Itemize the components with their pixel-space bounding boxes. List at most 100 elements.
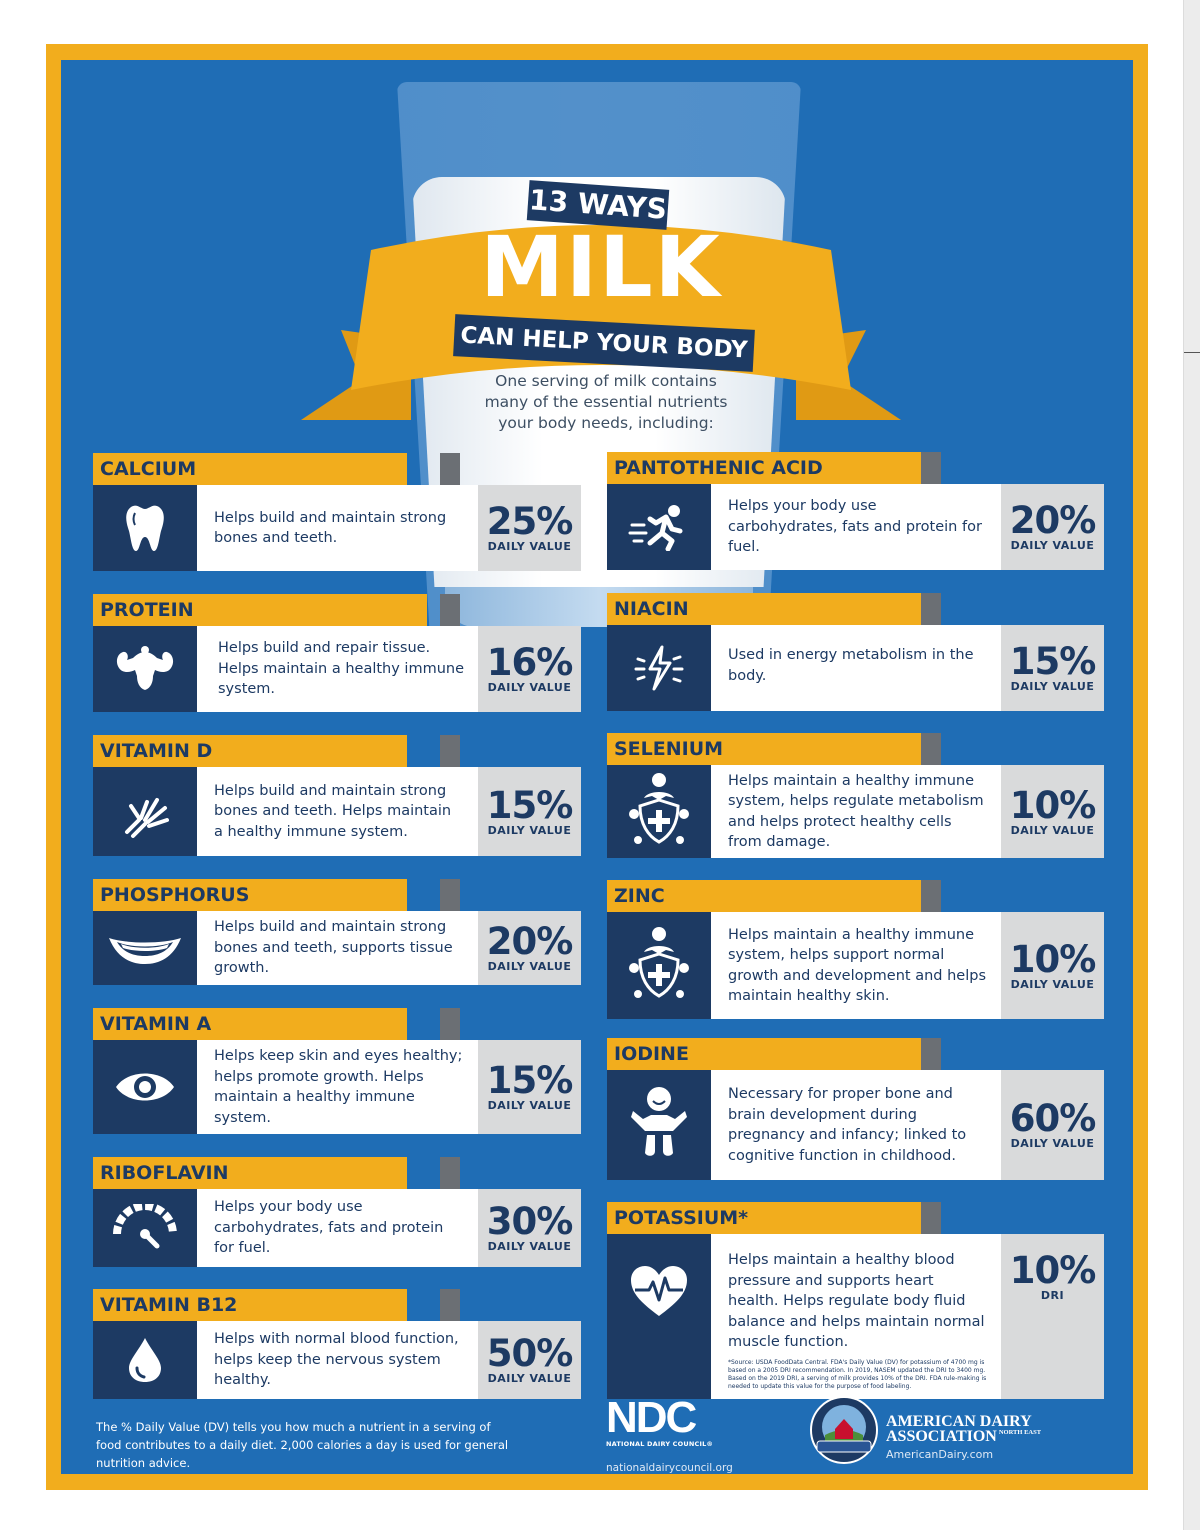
nutrient-name: VITAMIN D: [100, 740, 213, 762]
hand-bones-icon: [93, 767, 197, 856]
ndc-name: NATIONAL DAIRY COUNCIL®: [606, 1440, 714, 1448]
value-box: 20% DAILY VALUE: [478, 911, 581, 985]
ada-region: NORTH EAST: [998, 1429, 1042, 1436]
card-header-shadow: [440, 1289, 460, 1321]
value-unit: DAILY VALUE: [487, 823, 572, 837]
value-box: 30% DAILY VALUE: [478, 1189, 581, 1267]
daily-value-footnote: The % Daily Value (DV) tells you how muc…: [96, 1420, 509, 1470]
nutrient-card-vitamin-b12: VITAMIN B12 Helps with normal blood func…: [93, 1289, 581, 1399]
card-header-shadow: [440, 594, 460, 626]
runner-icon: [607, 484, 711, 570]
baby-icon: [607, 1070, 711, 1180]
nutrient-card-riboflavin: RIBOFLAVIN Helps your body use carbohydr…: [93, 1157, 581, 1267]
ada-seal-icon: [810, 1396, 878, 1464]
value-unit: DAILY VALUE: [487, 681, 572, 694]
card-header-bar: [93, 879, 407, 911]
value-unit: DAILY VALUE: [1010, 823, 1095, 837]
drop-icon: [93, 1321, 197, 1399]
card-header-shadow: [440, 453, 460, 485]
nutrient-description: Helps build and maintain strong bones an…: [197, 767, 478, 856]
lightning-icon: [607, 625, 711, 711]
nutrient-name: IODINE: [614, 1043, 689, 1065]
infographic-panel: 13 WAYS MILK CAN HELP YOUR BODY One serv…: [61, 60, 1133, 1474]
immune-shield-icon: [607, 765, 711, 858]
card-header-bar: [93, 1157, 407, 1189]
card-header-bar: [93, 1008, 407, 1040]
card-header-shadow: [440, 879, 460, 911]
nutrient-name: SELENIUM: [614, 738, 724, 760]
page-edge-tick: [1184, 352, 1200, 353]
value-percent: 10%: [1009, 937, 1097, 981]
card-header-bar: [93, 1289, 407, 1321]
card-header-shadow: [921, 880, 941, 912]
card-header-bar: [93, 453, 407, 485]
value-unit: DAILY VALUE: [1010, 539, 1095, 552]
value-percent: 15%: [486, 783, 574, 827]
nutrient-card-vitamin-a: VITAMIN A Helps keep skin and eyes healt…: [93, 1008, 581, 1134]
card-header-shadow: [440, 735, 460, 767]
nutrient-name: PROTEIN: [100, 599, 194, 621]
tooth-icon: [93, 485, 197, 571]
value-unit: DRI: [1040, 1289, 1065, 1302]
value-unit: DAILY VALUE: [1010, 977, 1095, 991]
ada-name-line2: ASSOCIATION: [886, 1428, 997, 1445]
nutrient-card-phosphorus: PHOSPHORUS Helps build and maintain stro…: [93, 879, 581, 985]
card-header-bar: [607, 880, 921, 912]
value-box: 15% DAILY VALUE: [478, 767, 581, 856]
nutrient-description: Helps your body use carbohydrates, fats …: [711, 484, 1001, 570]
ada-name-line1: AMERICAN DAIRY: [886, 1413, 1032, 1430]
nutrient-card-calcium: CALCIUM Helps build and maintain strong …: [93, 453, 581, 571]
value-percent: 15%: [1009, 640, 1097, 683]
page-edge: [1183, 0, 1200, 1530]
nutrient-name: VITAMIN A: [100, 1013, 212, 1035]
flexing-torso-icon: [93, 626, 197, 712]
nutrient-card-pantothenic-acid: PANTOTHENIC ACID Helps your body use car…: [607, 452, 1104, 570]
nutrient-description: Helps build and maintain strong bones an…: [197, 911, 478, 985]
nutrient-name: ZINC: [614, 885, 665, 907]
value-box: 16% DAILY VALUE: [478, 626, 581, 712]
value-box: 10% DRI: [1001, 1234, 1104, 1399]
value-percent: 25%: [486, 500, 574, 543]
card-header-shadow: [921, 1202, 941, 1234]
card-header-shadow: [921, 1038, 941, 1070]
card-header-bar: [93, 735, 407, 767]
nutrient-card-niacin: NIACIN Used in energy metabolism in the …: [607, 593, 1104, 711]
nutrient-card-potassium: POTASSIUM* Helps maintain a healthy bloo…: [607, 1202, 1104, 1399]
nutrient-description: Helps maintain a healthy immune system, …: [711, 912, 1001, 1019]
ndc-mark: NDC: [606, 1393, 697, 1442]
value-unit: DAILY VALUE: [487, 540, 572, 553]
ada-url[interactable]: AmericanDairy.com: [886, 1448, 994, 1461]
value-percent: 15%: [486, 1059, 574, 1102]
nutrient-name: PHOSPHORUS: [100, 884, 250, 906]
nutrient-name: VITAMIN B12: [100, 1294, 238, 1316]
card-header-shadow: [921, 733, 941, 765]
nutrient-name: POTASSIUM*: [614, 1207, 749, 1229]
potassium-source-note: *Source: USDA FoodData Central. FDA's Da…: [728, 1358, 987, 1390]
ada-logo: AMERICAN DAIRY ASSOCIATION NORTH EAST Ame…: [809, 1395, 1069, 1465]
value-box: 10% DAILY VALUE: [1001, 912, 1104, 1019]
gauge-icon: [93, 1189, 197, 1267]
nutrient-description: Helps build and maintain strong bones an…: [197, 485, 478, 571]
eye-icon: [93, 1040, 197, 1134]
nutrient-name: CALCIUM: [100, 458, 197, 480]
ndc-url[interactable]: nationaldairycouncil.org: [606, 1462, 733, 1474]
nutrient-description: Helps build and repair tissue. Helps mai…: [197, 626, 478, 712]
value-percent: 50%: [486, 1332, 574, 1375]
value-percent: 20%: [486, 920, 574, 963]
value-percent: 20%: [1009, 499, 1097, 542]
value-unit: DAILY VALUE: [487, 1099, 572, 1112]
card-header-bar: [607, 452, 921, 484]
ada-name: AMERICAN DAIRY ASSOCIATION NORTH EAST: [886, 1413, 1042, 1445]
value-box: 10% DAILY VALUE: [1001, 765, 1104, 858]
value-unit: DAILY VALUE: [1010, 1137, 1095, 1150]
nutrient-card-selenium: SELENIUM Helps maintain a healthy immune…: [607, 733, 1104, 858]
nutrient-card-zinc: ZINC Helps maintain a healthy immune sys…: [607, 880, 1104, 1019]
value-box: 15% DAILY VALUE: [1001, 625, 1104, 711]
nutrient-description: Helps with normal blood function, helps …: [197, 1321, 478, 1399]
value-unit: DAILY VALUE: [487, 1372, 572, 1385]
value-unit: DAILY VALUE: [487, 1240, 572, 1253]
card-header-bar: [607, 733, 921, 765]
value-box: 15% DAILY VALUE: [478, 1040, 581, 1134]
immune-shield-icon: [607, 912, 711, 1019]
value-box: 25% DAILY VALUE: [478, 485, 581, 571]
